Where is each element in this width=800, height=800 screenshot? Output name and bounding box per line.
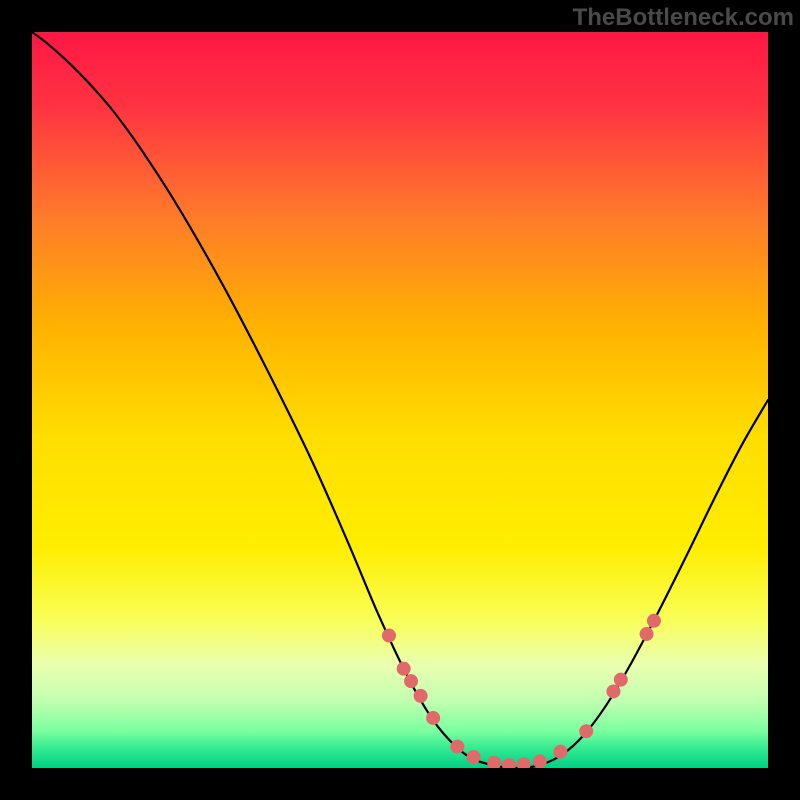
data-marker [614,673,628,687]
chart-frame: TheBottleneck.com [0,0,800,800]
watermark-text: TheBottleneck.com [573,4,794,32]
plot-background [32,32,768,768]
data-marker [414,689,428,703]
data-marker [426,711,440,725]
chart-svg [32,32,768,768]
data-marker [450,740,464,754]
data-marker [553,745,567,759]
data-marker [579,724,593,738]
data-marker [382,629,396,643]
data-marker [404,674,418,688]
data-marker [640,627,654,641]
data-marker [606,684,620,698]
data-marker [397,662,411,676]
data-marker [467,750,481,764]
data-marker [533,754,547,768]
data-marker [647,614,661,628]
plot-area [32,32,768,768]
